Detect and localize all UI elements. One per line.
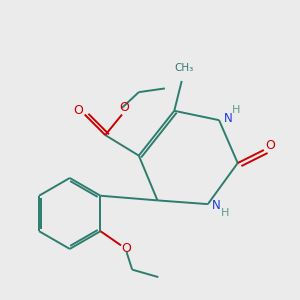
Text: N: N bbox=[212, 200, 221, 212]
Text: CH₃: CH₃ bbox=[174, 63, 193, 73]
Text: O: O bbox=[122, 242, 131, 255]
Text: N: N bbox=[224, 112, 232, 125]
Text: H: H bbox=[232, 105, 240, 115]
Text: O: O bbox=[73, 104, 83, 117]
Text: H: H bbox=[220, 208, 229, 218]
Text: O: O bbox=[119, 101, 129, 114]
Text: O: O bbox=[266, 139, 275, 152]
